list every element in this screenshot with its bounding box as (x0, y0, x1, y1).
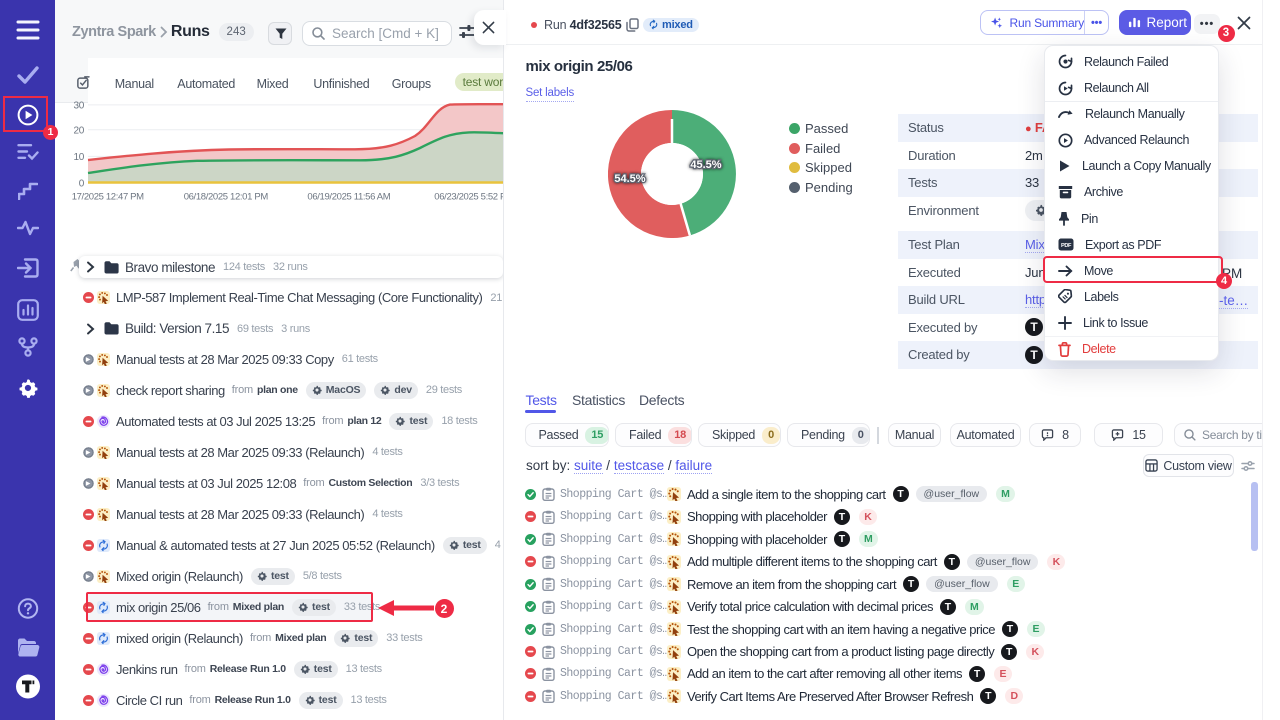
svg-text:20: 20 (73, 125, 84, 136)
svg-text:06/18/2025 12:01 PM: 06/18/2025 12:01 PM (184, 192, 269, 203)
svg-text:06/19/2025 11:56 AM: 06/19/2025 11:56 AM (307, 192, 390, 203)
svg-text:30: 30 (73, 100, 84, 111)
svg-text:0: 0 (79, 179, 85, 190)
svg-text:06/23/2025 5:52 P: 06/23/2025 5:52 P (434, 192, 506, 203)
svg-text:10: 10 (73, 152, 84, 163)
svg-text:17/2025 12:47 PM: 17/2025 12:47 PM (72, 192, 144, 203)
svg-text:45.5%: 45.5% (690, 159, 721, 171)
svg-text:PDF: PDF (1061, 243, 1072, 249)
svg-text:54.5%: 54.5% (614, 173, 645, 185)
